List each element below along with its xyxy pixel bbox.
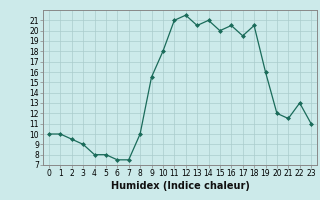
X-axis label: Humidex (Indice chaleur): Humidex (Indice chaleur) [111,181,249,191]
